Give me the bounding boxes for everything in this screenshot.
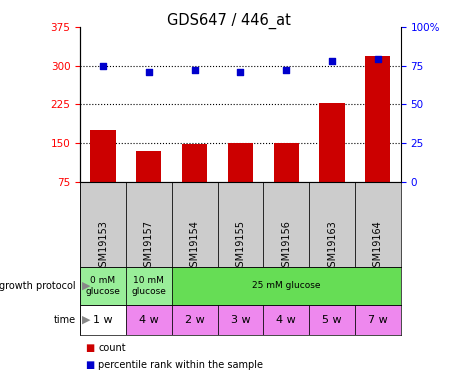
Text: count: count	[98, 343, 126, 353]
Bar	[273, 142, 299, 182]
Bar	[80, 267, 126, 305]
Point	[99, 63, 107, 69]
Text: GDS647 / 446_at: GDS647 / 446_at	[167, 13, 291, 29]
Text: 3 w: 3 w	[231, 315, 250, 325]
Text: percentile rank within the sample: percentile rank within the sample	[98, 360, 263, 370]
Text: 4 w: 4 w	[276, 315, 296, 325]
Bar	[319, 103, 344, 182]
Text: 0 mM
glucose: 0 mM glucose	[86, 276, 120, 296]
Point	[283, 67, 290, 73]
Bar	[126, 305, 172, 335]
Bar	[172, 305, 218, 335]
Bar	[355, 305, 401, 335]
Point	[191, 67, 198, 73]
Point	[145, 69, 153, 75]
Bar	[172, 182, 218, 267]
Bar	[90, 130, 115, 182]
Bar	[182, 144, 207, 182]
Text: ■: ■	[85, 343, 94, 353]
Text: 25 mM glucose: 25 mM glucose	[252, 282, 321, 291]
Bar	[218, 182, 263, 267]
Text: time: time	[54, 315, 76, 325]
Text: growth protocol: growth protocol	[0, 281, 76, 291]
Bar	[126, 267, 172, 305]
Bar	[228, 142, 253, 182]
Bar	[263, 305, 309, 335]
Text: 10 mM
glucose: 10 mM glucose	[131, 276, 166, 296]
Bar	[355, 182, 401, 267]
Text: 4 w: 4 w	[139, 315, 159, 325]
Text: ▶: ▶	[82, 281, 91, 291]
Bar	[365, 56, 390, 182]
Text: ■: ■	[85, 360, 94, 370]
Text: ▶: ▶	[82, 315, 91, 325]
Text: 2 w: 2 w	[185, 315, 205, 325]
Bar	[309, 305, 355, 335]
Bar	[218, 305, 263, 335]
Text: 7 w: 7 w	[368, 315, 388, 325]
Point	[237, 69, 244, 75]
Point	[328, 58, 336, 64]
Point	[374, 56, 382, 62]
Bar	[126, 182, 172, 267]
Bar	[263, 182, 309, 267]
Bar	[136, 151, 161, 182]
Text: 1 w: 1 w	[93, 315, 113, 325]
Text: 5 w: 5 w	[322, 315, 342, 325]
Bar	[309, 182, 355, 267]
Bar	[80, 182, 126, 267]
Bar	[80, 305, 126, 335]
Bar	[172, 267, 401, 305]
